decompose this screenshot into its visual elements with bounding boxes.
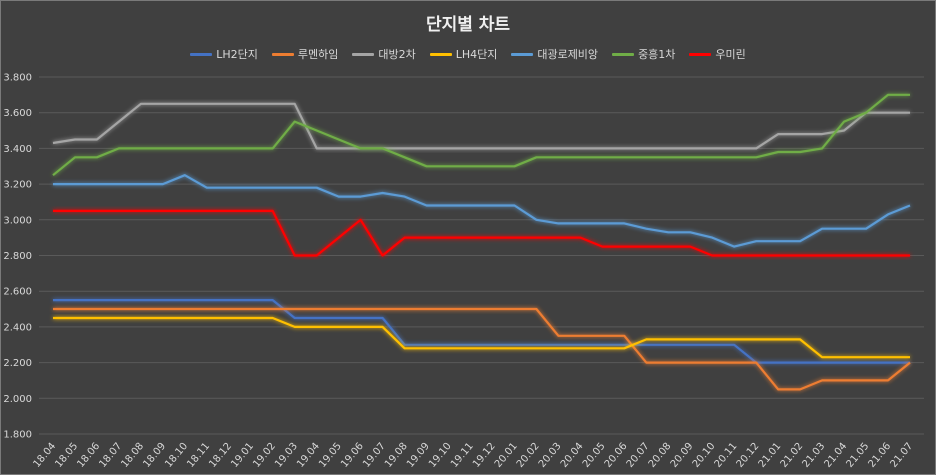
y-tick-label: 1.800 <box>3 430 32 441</box>
x-tick-label: 21.07 <box>888 441 915 470</box>
legend-item: 우미린 <box>689 46 746 62</box>
x-tick-label: 19.06 <box>339 441 366 470</box>
legend-swatch <box>511 52 534 56</box>
legend-swatch <box>352 52 375 56</box>
x-tick-label: 21.04 <box>823 441 850 470</box>
x-tick-label: 21.05 <box>845 441 872 470</box>
legend-label: 대방2차 <box>378 48 416 61</box>
label-layer: 1.800 2.000 2.200 2.400 2.600 2.800 3.000 3.200… <box>3 73 915 470</box>
x-tick-label: 18.09 <box>141 441 168 470</box>
chart-title: 단지별 차트 <box>425 15 511 35</box>
series-line-우미린 <box>53 209 910 257</box>
legend-item: LH4단지 <box>429 46 498 62</box>
x-tick-label: 20.07 <box>625 441 652 470</box>
x-tick-label: 19.12 <box>471 441 498 470</box>
x-tick-label: 21.02 <box>779 441 806 470</box>
x-tick-label: 19.09 <box>405 441 432 470</box>
legend-swatch <box>190 52 213 56</box>
x-tick-label: 20.05 <box>581 441 608 470</box>
x-tick-label: 19.08 <box>383 441 410 470</box>
y-tick-label: 3.400 <box>3 144 32 155</box>
legend-label: 루멘하임 <box>297 48 339 61</box>
legend-label: LH4단지 <box>455 48 498 61</box>
x-tick-label: 21.03 <box>801 441 828 470</box>
series-line-중흥1차 <box>52 93 910 177</box>
x-tick-label: 18.06 <box>75 441 102 470</box>
x-tick-label: 20.03 <box>537 441 564 470</box>
x-tick-label: 21.01 <box>757 441 784 470</box>
y-tick-label: 2.000 <box>3 394 32 405</box>
x-tick-label: 20.11 <box>713 441 740 470</box>
y-tick-label: 2.200 <box>3 358 32 369</box>
x-tick-label: 18.11 <box>185 441 212 470</box>
series-line-대방2차 <box>52 102 910 150</box>
y-tick-label: 3.200 <box>3 180 32 191</box>
x-tick-label: 18.04 <box>31 441 58 470</box>
legend-swatch <box>689 52 712 56</box>
x-tick-label: 21.06 <box>866 441 893 470</box>
x-tick-label: 19.02 <box>251 441 278 470</box>
y-tick-label: 2.800 <box>3 251 32 262</box>
x-tick-label: 18.12 <box>207 441 234 470</box>
x-tick-label: 19.03 <box>273 441 300 470</box>
x-tick-label: 20.09 <box>669 441 696 470</box>
x-tick-label: 20.08 <box>647 441 674 470</box>
x-tick-label: 20.06 <box>603 441 630 470</box>
x-tick-label: 19.10 <box>427 441 454 470</box>
legend: LH2단지 루멘하임 대방2차 LH4단지 대광로제비앙 중흥1차 우미린 <box>0 46 936 62</box>
x-tick-label: 19.01 <box>229 441 256 470</box>
legend-swatch <box>271 52 294 56</box>
legend-swatch <box>429 52 452 56</box>
y-tick-label: 2.600 <box>3 287 32 298</box>
legend-item: 대광로제비앙 <box>511 46 598 62</box>
series-layer <box>52 93 911 391</box>
x-tick-label: 18.10 <box>163 441 190 470</box>
x-tick-label: 20.12 <box>735 441 762 470</box>
x-tick-label: 20.10 <box>691 441 718 470</box>
y-tick-label: 3.000 <box>3 215 32 226</box>
x-tick-label: 20.04 <box>559 441 586 470</box>
legend-label: 대광로제비앙 <box>537 48 599 61</box>
series-line-LH2단지 <box>53 299 910 364</box>
x-tick-label: 18.05 <box>53 441 80 470</box>
legend-label: 우미린 <box>715 48 746 61</box>
legend-item: 대방2차 <box>352 46 416 62</box>
x-tick-label: 20.02 <box>515 441 542 470</box>
legend-item: 루멘하임 <box>271 46 339 62</box>
y-tick-label: 3.600 <box>3 108 32 119</box>
y-tick-label: 3.800 <box>3 73 32 84</box>
x-tick-label: 19.07 <box>361 441 388 470</box>
series-line-대광로제비앙 <box>53 174 911 248</box>
legend-item: LH2단지 <box>190 46 258 62</box>
y-tick-label: 2.400 <box>3 322 32 333</box>
x-tick-label: 20.01 <box>493 441 520 470</box>
x-tick-label: 18.08 <box>119 441 146 470</box>
x-tick-label: 19.05 <box>317 441 344 470</box>
legend-swatch <box>612 52 635 56</box>
x-tick-label: 18.07 <box>97 441 124 470</box>
series-line-LH4단지 <box>53 316 910 359</box>
legend-item: 중흥1차 <box>612 46 675 62</box>
series-line-루멘하임 <box>53 307 911 391</box>
x-tick-label: 19.04 <box>295 441 322 470</box>
legend-label: 중흥1차 <box>638 48 676 61</box>
legend-label: LH2단지 <box>216 48 258 61</box>
x-tick-label: 19.11 <box>449 441 476 470</box>
